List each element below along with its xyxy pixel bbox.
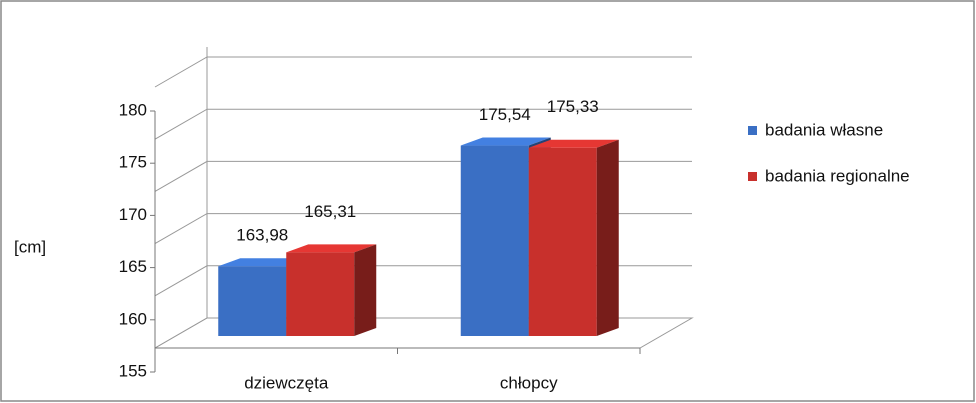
bar-top [460, 137, 551, 146]
bar [218, 266, 287, 336]
legend-swatch [748, 172, 757, 181]
legend-swatch [748, 126, 757, 135]
bar-side [596, 139, 619, 336]
data-label: 163,98 [236, 226, 288, 245]
data-label: 175,33 [547, 97, 599, 116]
y-tick-label: 155 [119, 361, 147, 380]
bar-top [286, 244, 377, 253]
bar [460, 145, 529, 336]
y-axis-label: [cm] [14, 237, 46, 256]
bar-side [354, 244, 377, 336]
bar [528, 147, 597, 336]
grid-line [154, 108, 692, 140]
x-tick-label: chłopcy [500, 373, 558, 392]
bar-top [528, 139, 619, 148]
data-label: 175,54 [479, 105, 531, 124]
y-tick-label: 175 [119, 153, 147, 172]
legend-label: badania regionalne [765, 166, 910, 185]
legend-label: badania własne [765, 120, 883, 139]
y-tick-label: 160 [119, 309, 147, 328]
x-tick-label: dziewczęta [244, 373, 329, 392]
y-tick-label: 170 [119, 205, 147, 224]
bar [286, 252, 355, 336]
data-label: 165,31 [304, 202, 356, 221]
y-tick-label: 165 [119, 257, 147, 276]
bar-top [218, 258, 309, 267]
y-tick-label: 180 [119, 100, 147, 119]
grid-line [154, 56, 692, 88]
